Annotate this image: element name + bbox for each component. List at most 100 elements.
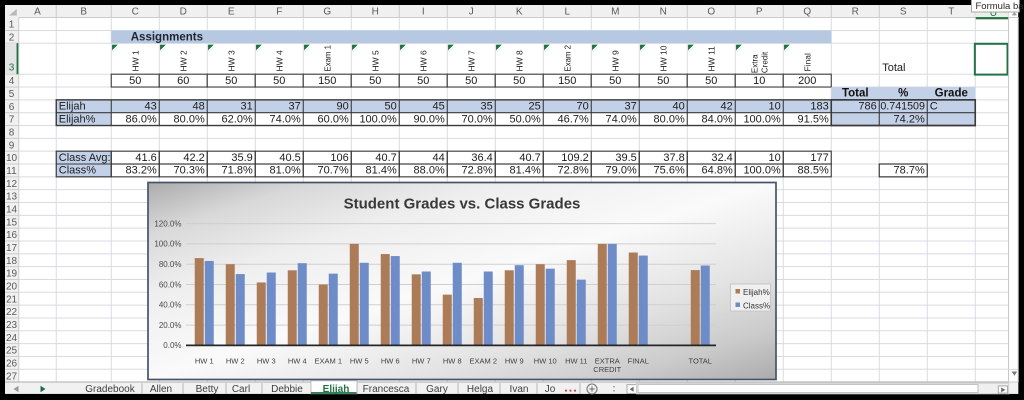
- svg-text:HW 8: HW 8: [443, 356, 462, 365]
- svg-text:18: 18: [6, 256, 18, 267]
- svg-text:44: 44: [433, 152, 445, 164]
- svg-text:N: N: [660, 7, 667, 18]
- svg-text:Exam 1: Exam 1: [324, 45, 333, 71]
- svg-text:91.5%: 91.5%: [798, 113, 829, 125]
- svg-text:HW 4: HW 4: [275, 50, 285, 72]
- svg-text:Total: Total: [842, 88, 869, 100]
- svg-text:50: 50: [705, 75, 717, 87]
- svg-text:86.0%: 86.0%: [126, 113, 157, 125]
- svg-text:Final: Final: [803, 53, 813, 72]
- svg-text:Elijah: Elijah: [323, 384, 350, 395]
- svg-text:D: D: [180, 7, 187, 18]
- svg-text:70.7%: 70.7%: [318, 165, 349, 177]
- svg-text:Class%: Class%: [59, 165, 97, 177]
- svg-text:HW 6: HW 6: [419, 50, 429, 72]
- svg-text:Q: Q: [803, 7, 811, 18]
- svg-text:L: L: [564, 7, 570, 18]
- svg-text:10: 10: [769, 100, 781, 112]
- svg-text:50: 50: [129, 75, 141, 87]
- svg-text:100.0%: 100.0%: [743, 113, 781, 125]
- svg-text:Class Avg:: Class Avg:: [59, 152, 111, 164]
- svg-text:HW 7: HW 7: [412, 356, 431, 365]
- svg-text:Credit: Credit: [760, 51, 769, 73]
- svg-text:100.0%: 100.0%: [359, 113, 397, 125]
- svg-text:HW 3: HW 3: [227, 50, 237, 72]
- svg-text:74.0%: 74.0%: [606, 113, 637, 125]
- svg-text:10: 10: [769, 152, 781, 164]
- svg-text:0.741509: 0.741509: [880, 100, 925, 112]
- svg-text:81.4%: 81.4%: [366, 165, 397, 177]
- svg-text:74.2%: 74.2%: [894, 113, 925, 125]
- svg-text:60: 60: [177, 75, 189, 87]
- svg-text:R: R: [852, 7, 859, 18]
- svg-text:40.7: 40.7: [375, 152, 396, 164]
- svg-text:C: C: [930, 100, 938, 112]
- svg-text:84.0%: 84.0%: [702, 113, 733, 125]
- svg-text:45: 45: [433, 100, 445, 112]
- svg-text:Allen: Allen: [150, 384, 172, 395]
- svg-text:48: 48: [193, 100, 205, 112]
- svg-text:EXAM 2: EXAM 2: [469, 356, 497, 365]
- svg-text:8: 8: [9, 128, 15, 139]
- svg-text:90.0%: 90.0%: [414, 113, 445, 125]
- svg-text:Formula ba: Formula ba: [976, 1, 1024, 12]
- svg-text:150: 150: [558, 75, 576, 87]
- svg-text:Betty: Betty: [196, 384, 219, 395]
- svg-text:74.0%: 74.0%: [270, 113, 301, 125]
- svg-text:HW 3: HW 3: [257, 356, 276, 365]
- svg-text:12: 12: [6, 179, 18, 190]
- svg-text:46.7%: 46.7%: [558, 113, 589, 125]
- svg-text:6: 6: [9, 102, 15, 113]
- svg-text:16: 16: [6, 230, 18, 241]
- svg-text:Class%: Class%: [743, 301, 770, 310]
- svg-text:CREDIT: CREDIT: [593, 365, 621, 374]
- svg-text:50: 50: [657, 75, 669, 87]
- svg-text:50: 50: [417, 75, 429, 87]
- svg-text:109.2: 109.2: [561, 152, 589, 164]
- svg-text:HW 4: HW 4: [288, 356, 307, 365]
- svg-text:31: 31: [241, 100, 253, 112]
- svg-text:32.4: 32.4: [711, 152, 732, 164]
- svg-text:70.3%: 70.3%: [174, 165, 205, 177]
- svg-text:100.0%: 100.0%: [743, 165, 781, 177]
- svg-text:25: 25: [6, 346, 18, 357]
- svg-text:HW 11: HW 11: [707, 46, 717, 72]
- svg-text:HW 1: HW 1: [195, 356, 214, 365]
- svg-text:21: 21: [6, 294, 18, 305]
- svg-text:39.5: 39.5: [615, 152, 636, 164]
- svg-text:HW 10: HW 10: [534, 356, 557, 365]
- svg-text:183: 183: [810, 100, 828, 112]
- svg-text:C: C: [132, 7, 139, 18]
- svg-text:50: 50: [513, 75, 525, 87]
- svg-text:80.0%: 80.0%: [654, 113, 685, 125]
- svg-text:0.0%: 0.0%: [163, 341, 181, 350]
- svg-text:80.0%: 80.0%: [159, 260, 182, 269]
- svg-text:20.0%: 20.0%: [159, 321, 182, 330]
- svg-text:90: 90: [337, 100, 349, 112]
- svg-text:40: 40: [673, 100, 685, 112]
- svg-text:HW 7: HW 7: [467, 50, 477, 72]
- svg-text:40.0%: 40.0%: [159, 301, 182, 310]
- svg-text:7: 7: [9, 115, 15, 126]
- svg-text:P: P: [756, 7, 763, 18]
- svg-text:50: 50: [609, 75, 621, 87]
- svg-text:72.8%: 72.8%: [462, 165, 493, 177]
- svg-text:1: 1: [9, 20, 15, 31]
- svg-text:60.0%: 60.0%: [318, 113, 349, 125]
- svg-text:200: 200: [798, 75, 816, 87]
- svg-text:Elijah: Elijah: [59, 100, 86, 112]
- svg-text:50.0%: 50.0%: [510, 113, 541, 125]
- svg-text:20: 20: [6, 282, 18, 293]
- svg-text:Exam 2: Exam 2: [564, 45, 573, 71]
- svg-text:88.0%: 88.0%: [414, 165, 445, 177]
- svg-text:81.0%: 81.0%: [270, 165, 301, 177]
- svg-text:75.6%: 75.6%: [654, 165, 685, 177]
- svg-text:27: 27: [6, 371, 18, 382]
- svg-text:37: 37: [625, 100, 637, 112]
- svg-text:EXTRA: EXTRA: [595, 356, 620, 365]
- svg-text:HW 2: HW 2: [226, 356, 245, 365]
- svg-text:I: I: [422, 7, 425, 18]
- svg-text:HW 9: HW 9: [611, 50, 621, 72]
- svg-text:150: 150: [318, 75, 336, 87]
- svg-text:50: 50: [273, 75, 285, 87]
